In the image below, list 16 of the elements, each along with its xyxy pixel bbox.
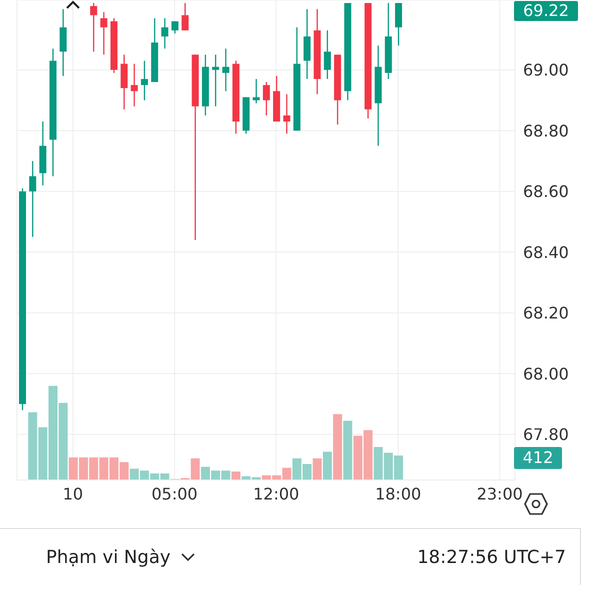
y-tick-label: 68.80 <box>523 121 569 140</box>
y-tick-label: 68.00 <box>523 364 569 384</box>
text: 69.22 <box>514 1 578 21</box>
x-tick-label: 05:00 <box>151 484 198 504</box>
y-tick-label: 68.20 <box>523 304 569 323</box>
x-tick-label: 12:00 <box>253 484 300 504</box>
y-tick-label: 69.00 <box>523 60 569 80</box>
y-tick-label: 67.80 <box>523 425 569 444</box>
text: 412 <box>514 447 562 469</box>
text: 18:27:56 UTC+7 <box>417 546 566 568</box>
x-tick-label: 23:00 <box>476 484 523 504</box>
text: Phạm vi Ngày <box>46 546 170 568</box>
x-tick-label: 18:00 <box>375 484 422 504</box>
y-tick-label: 68.40 <box>523 242 569 262</box>
y-tick-label: 68.60 <box>523 182 569 202</box>
x-tick-label: 10 <box>62 484 84 504</box>
